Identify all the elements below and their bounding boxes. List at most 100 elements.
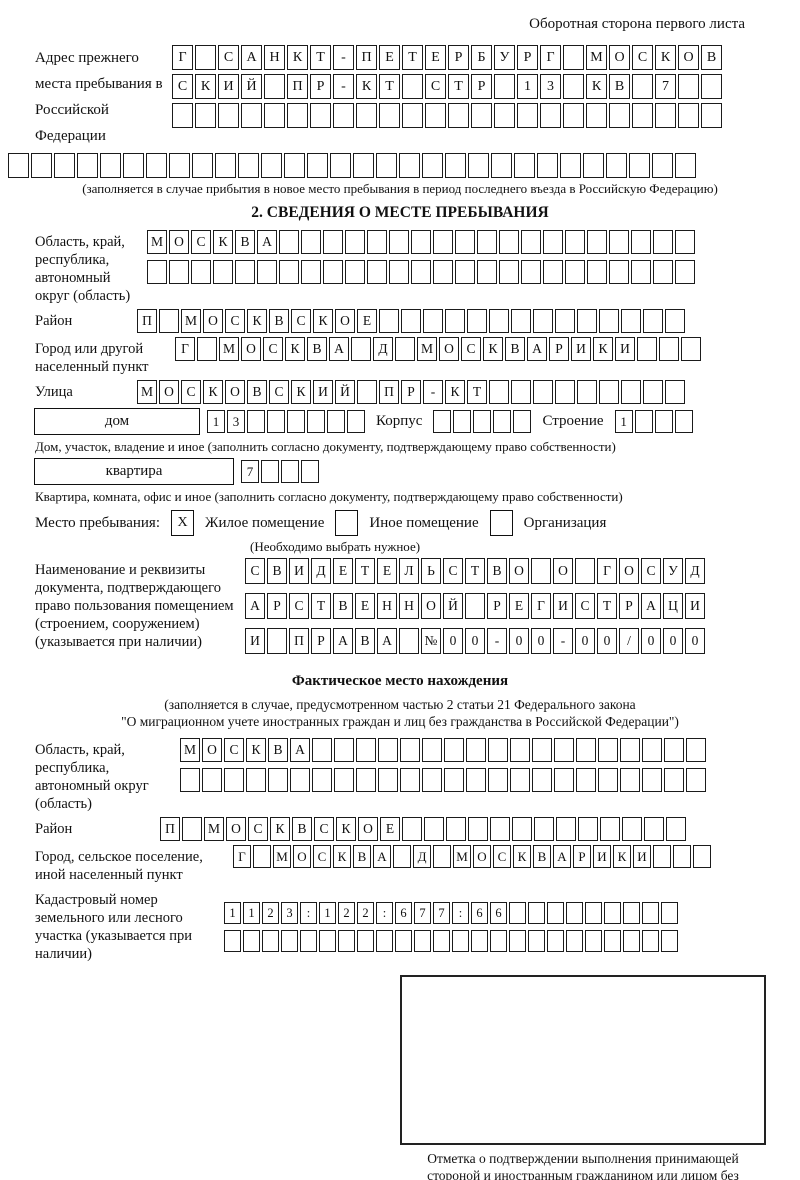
form-cell: В (247, 380, 267, 404)
form-cell (620, 738, 640, 762)
form-cell (395, 337, 415, 361)
form-cell (402, 103, 423, 128)
form-cell: В (355, 628, 375, 654)
actual-city-label: Город, сельское поселение, иной населенн… (35, 849, 203, 883)
form-cell (267, 410, 285, 433)
form-cell: К (613, 845, 631, 868)
form-cell (543, 260, 563, 284)
form-cell: К (593, 337, 613, 361)
form-cell (642, 768, 662, 792)
form-cell (563, 45, 584, 70)
form-cell (215, 153, 236, 178)
form-cell (345, 260, 365, 284)
form-cell (400, 768, 420, 792)
form-cell: О (553, 558, 573, 584)
form-cell (169, 153, 190, 178)
form-cell: 1 (517, 74, 538, 99)
form-cell (323, 230, 343, 254)
form-cell (577, 380, 597, 404)
checkbox-other-premises (335, 510, 359, 536)
form-cell (378, 768, 398, 792)
form-cell (661, 930, 678, 952)
form-cell: С (248, 817, 268, 841)
form-cell (585, 902, 602, 924)
form-cell (182, 817, 202, 841)
form-cell (493, 410, 512, 433)
form-cell (376, 930, 393, 952)
form-cell (169, 260, 189, 284)
form-cell: Р (549, 337, 569, 361)
form-cell: 2 (338, 902, 355, 924)
form-cell: С (269, 380, 289, 404)
form-cell (701, 103, 722, 128)
form-cell: Р (573, 845, 591, 868)
form-cell (681, 337, 701, 361)
form-cell: О (202, 738, 222, 762)
form-cell: О (225, 380, 245, 404)
form-cell (195, 45, 216, 70)
form-cell: 0 (685, 628, 705, 654)
form-cell (604, 930, 621, 952)
form-cell (576, 738, 596, 762)
form-cell: Ь (421, 558, 441, 584)
form-cell (31, 153, 52, 178)
form-cell: Е (357, 309, 377, 333)
form-cell: Й (443, 593, 463, 619)
form-cell (511, 380, 531, 404)
checkbox-organization (489, 510, 513, 536)
form-cell: : (452, 902, 469, 924)
form-cell: О (619, 558, 639, 584)
form-cell (433, 845, 451, 868)
form-cell (600, 817, 620, 841)
form-cell (471, 930, 488, 952)
form-cell: К (291, 380, 311, 404)
form-cell: О (226, 817, 246, 841)
form-cell (357, 930, 374, 952)
form-cell (563, 74, 584, 99)
form-cell (423, 309, 443, 333)
form-cell (644, 817, 664, 841)
cadastral-field: Кадастровый номер земельного или лесного… (35, 888, 800, 963)
form-cell (213, 260, 233, 284)
stay-option-organization: Организация (523, 514, 607, 531)
form-cell: - (487, 628, 507, 654)
form-cell: А (257, 230, 277, 254)
form-cell (629, 153, 650, 178)
form-cell (253, 845, 271, 868)
form-cell (674, 410, 693, 433)
form-cell (180, 768, 200, 792)
street-label: Улица (35, 384, 73, 400)
form-cell: К (336, 817, 356, 841)
form-cell: С (181, 380, 201, 404)
form-cell (172, 103, 193, 128)
prev-address-label: Адрес прежнего места пребывания в Россий… (35, 50, 163, 144)
form-cell (264, 74, 285, 99)
form-cell: К (655, 45, 676, 70)
form-cell (499, 260, 519, 284)
form-cell (665, 380, 685, 404)
form-cell: 6 (471, 902, 488, 924)
form-cell (510, 738, 530, 762)
form-cell (345, 230, 365, 254)
form-cell (422, 768, 442, 792)
form-cell: Т (355, 558, 375, 584)
form-cell (642, 738, 662, 762)
form-cell: - (553, 628, 573, 654)
korpus-label: Корпус (376, 413, 423, 429)
form-cell (312, 768, 332, 792)
form-cell (471, 103, 492, 128)
form-cell (532, 738, 552, 762)
form-cell (334, 738, 354, 762)
form-cell (281, 460, 299, 483)
form-cell: 0 (465, 628, 485, 654)
form-cell: Д (373, 337, 393, 361)
form-cell (333, 103, 354, 128)
apartment-row: квартира 7 (34, 458, 800, 485)
form-cell (402, 74, 423, 99)
form-cell: И (245, 628, 265, 654)
apartment-cells: 7 (241, 460, 319, 483)
